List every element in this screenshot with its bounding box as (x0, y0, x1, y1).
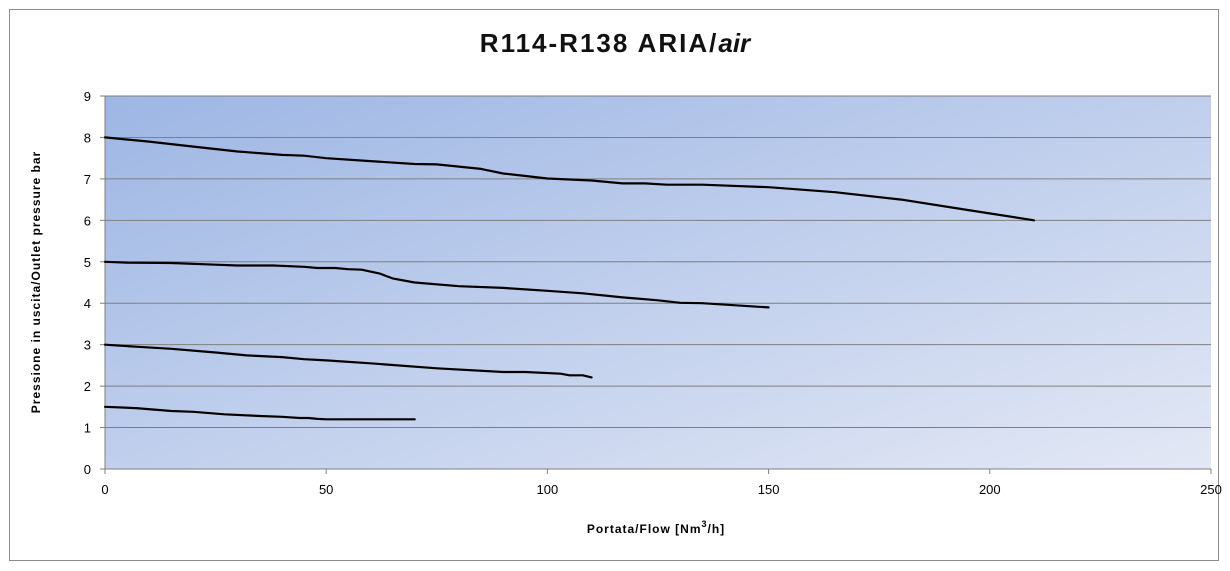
series-line-3 (103, 343, 593, 379)
series-line-4 (103, 405, 416, 421)
x-tick-label: 50 (319, 482, 333, 497)
y-tick-label: 4 (84, 296, 91, 311)
x-axis-label: Portata/Flow [Nm3/h] (587, 519, 725, 536)
plot-area (105, 96, 1211, 469)
x-axis-tick-labels: 0 50 100 150 200 250 (101, 482, 1221, 497)
y-tick-label: 8 (84, 130, 91, 145)
series-line-2 (103, 260, 770, 309)
x-tick-label: 150 (758, 482, 780, 497)
chart-title: R114-R138 ARIA/air (0, 28, 1230, 59)
y-tick-label: 2 (84, 379, 91, 394)
x-tick-label: 0 (101, 482, 108, 497)
chart-title-italic: air (718, 28, 751, 58)
x-tick-label: 200 (979, 482, 1001, 497)
y-tick-label: 6 (84, 213, 91, 228)
y-axis-label: Pressione in uscita/Outlet pressure bar (29, 151, 43, 413)
y-tick-label: 0 (84, 462, 91, 477)
y-tick-label: 7 (84, 172, 91, 187)
series-line-1 (103, 136, 1036, 222)
y-tick-label: 1 (84, 421, 91, 436)
y-tick-label: 9 (84, 89, 91, 104)
y-tick-label: 3 (84, 338, 91, 353)
x-tick-label: 100 (537, 482, 559, 497)
chart-title-main: R114-R138 ARIA/ (479, 28, 719, 58)
x-tick-label: 250 (1200, 482, 1222, 497)
y-axis-tick-labels: 0 1 2 3 4 5 6 7 8 9 (84, 89, 91, 477)
y-tick-label: 5 (84, 255, 91, 270)
series-lines (103, 136, 1036, 421)
